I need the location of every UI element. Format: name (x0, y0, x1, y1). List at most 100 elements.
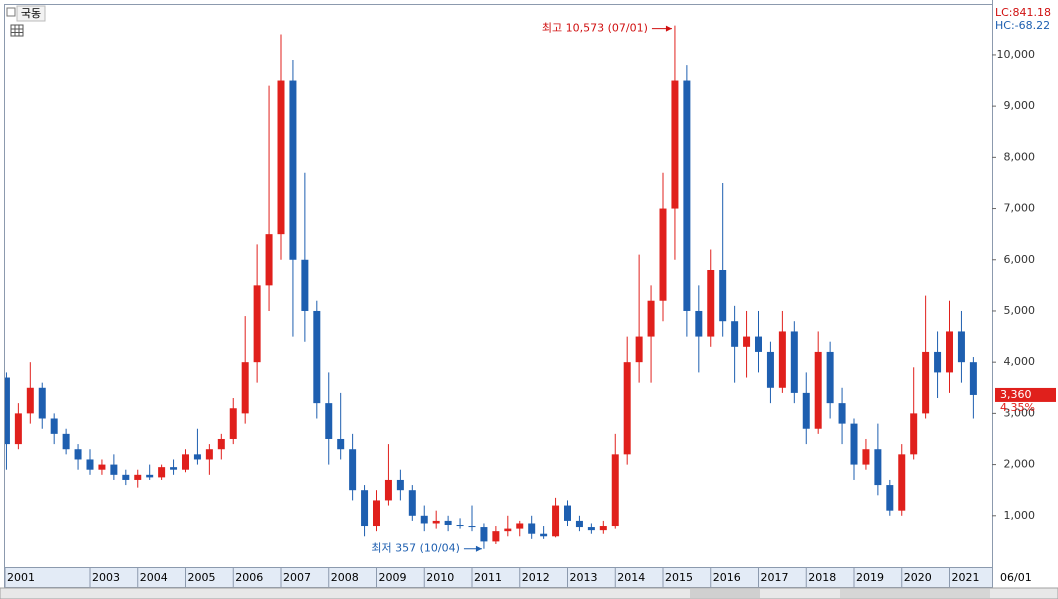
candle-body (635, 336, 643, 363)
candle-body (62, 433, 70, 450)
candle-body (408, 490, 416, 516)
candle-body (563, 505, 571, 521)
candle-body (599, 526, 607, 531)
candle-body (516, 523, 524, 529)
high-annotation: 최고 10,573 (07/01) (542, 22, 648, 35)
checkbox[interactable] (6, 7, 16, 17)
legend-lc: LC:841.18 (995, 6, 1051, 19)
x-tick-label: 2018 (808, 571, 836, 584)
candle-body (38, 387, 46, 419)
x-tick-label: 2003 (92, 571, 120, 584)
candle-body (766, 351, 774, 388)
scrollbar[interactable] (0, 587, 1058, 599)
x-tick-label: 2017 (761, 571, 789, 584)
y-tick-label: 9,000 (1004, 99, 1036, 112)
candle-body (229, 408, 237, 439)
x-tick-label: 2007 (283, 571, 311, 584)
candle-body (289, 80, 297, 260)
candle-body (74, 449, 82, 460)
low-arrowhead (475, 545, 482, 552)
y-tick-label: 3,000 (1004, 406, 1036, 419)
x-tick-label: 2006 (235, 571, 263, 584)
candle-body (432, 520, 440, 524)
x-tick-label: 2001 (7, 571, 35, 584)
candle-body (719, 269, 727, 322)
x-tick-label: 2021 (952, 571, 980, 584)
candle-body (946, 331, 954, 373)
plot (5, 25, 977, 549)
candle-body (623, 362, 631, 455)
candle-body (193, 454, 201, 460)
x-tick-label: 2010 (426, 571, 454, 584)
candle-body (146, 474, 154, 478)
candle-body (492, 531, 500, 542)
candle-body (14, 413, 22, 445)
x-tick-label: 2019 (856, 571, 884, 584)
candle-body (647, 300, 655, 337)
candle-body (826, 351, 834, 404)
y-tick-label: 2,000 (1004, 458, 1036, 471)
candle-body (611, 454, 619, 527)
candle-body (850, 423, 858, 465)
x-tick-label: 2004 (140, 571, 168, 584)
candle-body (181, 454, 189, 470)
candle-body (325, 403, 333, 439)
scroll-buttons[interactable] (690, 589, 760, 598)
candle-body (456, 525, 464, 527)
x-end-label: 06/01 (1000, 571, 1032, 584)
candle-body (313, 310, 321, 404)
y-tick-label: 4,000 (1004, 355, 1036, 368)
candle-body (683, 80, 691, 311)
table-icon[interactable] (10, 24, 24, 37)
candle-body (755, 336, 763, 352)
candle-body (898, 454, 906, 511)
candle-body (743, 336, 751, 347)
low-annotation: 최저 357 (10/04) (371, 542, 460, 555)
candle-body (26, 387, 34, 414)
candle-body (886, 485, 894, 511)
candle-body (50, 418, 58, 434)
candle-body (444, 520, 452, 526)
x-tick-label: 2016 (713, 571, 741, 584)
candle-body (134, 474, 142, 480)
candle-body (468, 526, 476, 528)
x-tick-label: 2014 (617, 571, 645, 584)
stock-name: 국동 (21, 7, 41, 20)
x-tick-label: 2013 (569, 571, 597, 584)
price-label: 3,360 (1000, 388, 1032, 401)
name-box (16, 5, 46, 22)
candle-body (480, 527, 488, 542)
candle-body (5, 377, 10, 445)
candle-body (910, 413, 918, 455)
candle-body (790, 331, 798, 393)
y-tick-label: 5,000 (1004, 304, 1036, 317)
candle-body (98, 464, 106, 470)
price-badge (995, 387, 1056, 402)
x-tick-label: 2008 (331, 571, 359, 584)
x-tick-label: 2012 (522, 571, 550, 584)
high-arrowhead (665, 25, 672, 32)
y-tick-label: 1,000 (1004, 509, 1036, 522)
zoom-buttons[interactable] (840, 589, 990, 598)
candle-body (361, 490, 369, 527)
candle-body (265, 234, 273, 286)
candle-body (86, 459, 94, 470)
y-tick-label: 6,000 (1004, 253, 1036, 266)
candle-body (384, 479, 392, 501)
candle-body (575, 520, 583, 528)
candle-body (934, 351, 942, 373)
candle-body (420, 515, 428, 524)
candle-body (838, 403, 846, 424)
candle-body (349, 449, 357, 491)
candle-body (814, 351, 822, 429)
candle-body (504, 528, 512, 532)
candle-body (217, 438, 225, 450)
candle-body (241, 362, 249, 414)
candle-body (552, 505, 560, 537)
candle-body (802, 392, 810, 429)
candle-body (671, 80, 679, 209)
candle-body (540, 533, 548, 537)
candle-body (337, 438, 345, 450)
